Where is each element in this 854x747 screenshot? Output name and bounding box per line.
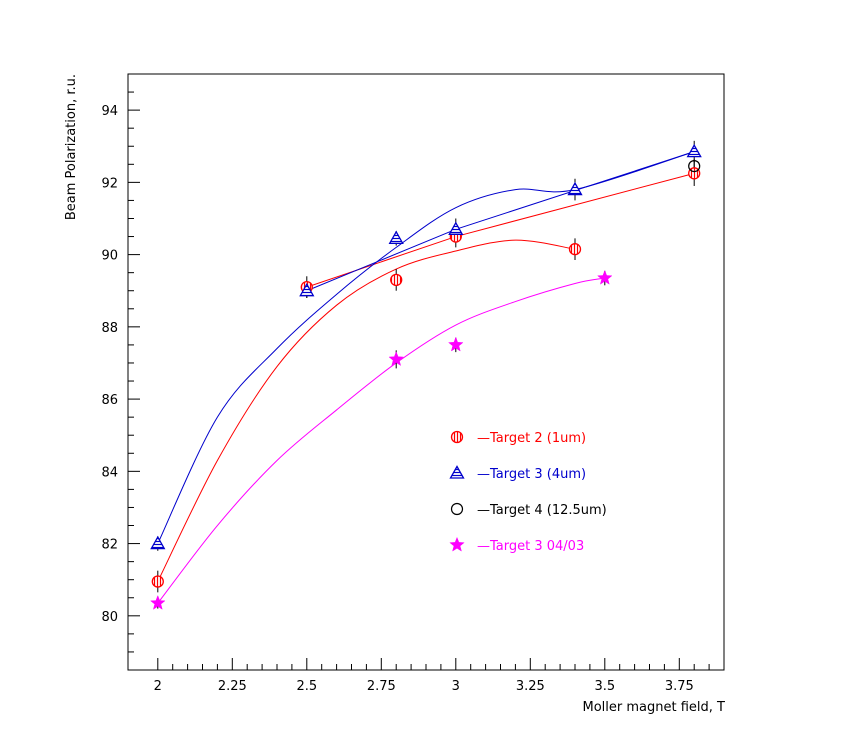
x-tick-label: 3.25	[516, 679, 545, 694]
y-tick-label: 82	[101, 538, 118, 553]
legend-marker-3	[449, 536, 465, 552]
x-axis-label: Moller magnet field, T	[583, 700, 726, 715]
legend-marker-1	[449, 465, 465, 479]
data-point-series-2	[688, 160, 701, 173]
x-tick-label: 3.75	[665, 679, 694, 694]
y-tick-label: 88	[101, 321, 118, 336]
data-point-series-1	[448, 221, 464, 235]
y-tick-label: 80	[101, 610, 118, 625]
y-tick-label: 94	[101, 104, 118, 119]
y-tick-label: 84	[101, 465, 118, 480]
legend: —Target 2 (1um) —Target 3 (4um) —Target 4 …	[449, 430, 607, 554]
data-point-series-0	[390, 273, 403, 287]
data-point-series-1	[567, 181, 583, 196]
data-markers	[150, 143, 702, 610]
data-point-series-0	[568, 243, 582, 256]
y-tick-label: 86	[101, 393, 118, 408]
legend-marker-2	[450, 502, 464, 516]
x-tick-label: 2.75	[367, 679, 396, 694]
legend-marker-0	[450, 430, 464, 444]
data-point-series-1	[150, 535, 166, 550]
x-tick-label: 2	[154, 679, 162, 694]
y-tick-label: 92	[101, 176, 118, 191]
fit-curve-series-0	[157, 239, 576, 582]
legend-label-3: —Target 3 04/03	[477, 539, 584, 554]
y-tick-label: 90	[101, 249, 118, 264]
data-point-series-1	[299, 282, 315, 297]
y-axis-label: Beam Polarization, r.u.	[64, 74, 79, 220]
data-point-series-3	[448, 336, 464, 352]
x-tick-label: 2.25	[218, 679, 247, 694]
x-axis-ticks: 2 2.25 2.5 2.75 3 3.25 3.5 3.75	[154, 658, 710, 694]
legend-label-2: —Target 4 (12.5um)	[477, 503, 607, 518]
legend-label-1: —Target 3 (4um)	[477, 467, 586, 482]
plot-frame	[127, 73, 725, 671]
data-point-series-3	[150, 594, 166, 610]
error-bars	[157, 140, 695, 609]
fit-curve-series-3	[157, 277, 605, 604]
fit-curve-series-1	[157, 151, 695, 544]
data-point-series-1	[388, 230, 404, 245]
data-point-series-3	[597, 269, 613, 285]
plot-border	[127, 73, 725, 671]
x-tick-label: 3.5	[594, 679, 615, 694]
y-axis-ticks: 80 82 84 86 88 90 92 94	[101, 73, 140, 653]
fit-curves	[157, 151, 695, 604]
trend-line-series-1	[306, 151, 695, 292]
data-point-series-0	[151, 575, 164, 588]
data-point-series-3	[388, 351, 404, 366]
x-tick-label: 3	[452, 679, 460, 694]
trend-line-series-0	[306, 172, 695, 288]
x-tick-label: 2.5	[296, 679, 317, 694]
legend-label-0: —Target 2 (1um)	[477, 431, 586, 446]
data-point-series-1	[686, 143, 702, 158]
